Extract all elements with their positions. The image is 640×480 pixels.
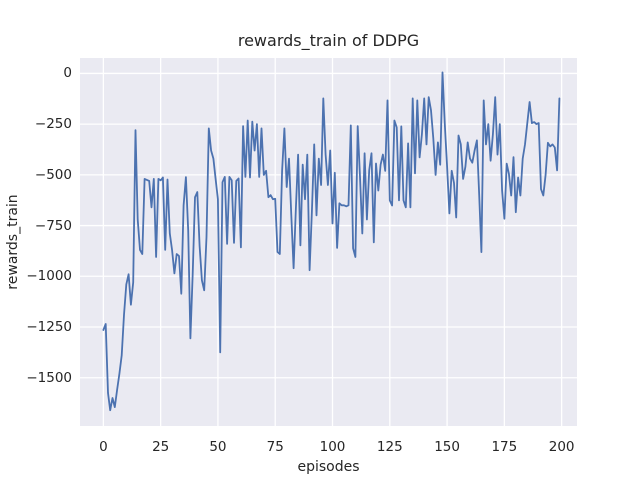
x-tick-label: 75: [266, 439, 284, 455]
y-tick-label: −1500: [26, 369, 72, 386]
y-tick-label: −1250: [26, 319, 72, 335]
y-tick-label: −1000: [26, 268, 72, 285]
x-tick-label: 25: [152, 439, 170, 455]
line-plot-svg: [80, 58, 577, 426]
x-tick-label: 125: [376, 439, 403, 455]
x-tick-label: 100: [319, 439, 346, 455]
x-tick-label: 150: [434, 439, 460, 455]
chart-title: rewards_train of DDPG: [237, 31, 420, 50]
y-tick-label: −750: [34, 217, 72, 234]
y-tick-label: 0: [63, 65, 72, 82]
x-tick-label: 50: [209, 439, 227, 455]
plot-area: [80, 58, 577, 426]
series-line-rewards_train: [102, 71, 561, 412]
x-tick-label: 175: [491, 439, 518, 455]
x-tick-label: 0: [99, 439, 108, 455]
y-tick-label: −500: [34, 166, 72, 183]
y-tick-label: −250: [34, 116, 72, 133]
x-axis-label: episodes: [297, 459, 360, 475]
x-tick-label: 200: [548, 439, 575, 455]
